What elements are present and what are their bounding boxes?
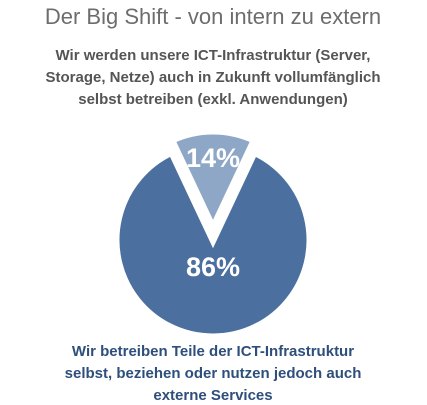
pie-slice bbox=[112, 147, 314, 341]
slice-label: 14% bbox=[186, 143, 240, 173]
annotation-line: selbst betreiben (exkl. Anwendungen) bbox=[78, 91, 348, 108]
annotation-line: selbst, beziehen oder nutzen jedoch auch bbox=[65, 365, 362, 382]
annotation-line: Wir betreiben Teile der ICT-Infrastruktu… bbox=[72, 343, 354, 360]
pie-slice bbox=[167, 127, 259, 237]
annotation-line: Storage, Netze) auch in Zukunft vollumfä… bbox=[45, 69, 380, 86]
chart-title: Der Big Shift - von intern zu extern bbox=[45, 4, 381, 29]
annotation-line: externe Services bbox=[153, 387, 272, 400]
annotation-line: Wir werden unsere ICT-Infrastruktur (Ser… bbox=[56, 47, 371, 64]
slice-label: 86% bbox=[186, 252, 240, 282]
